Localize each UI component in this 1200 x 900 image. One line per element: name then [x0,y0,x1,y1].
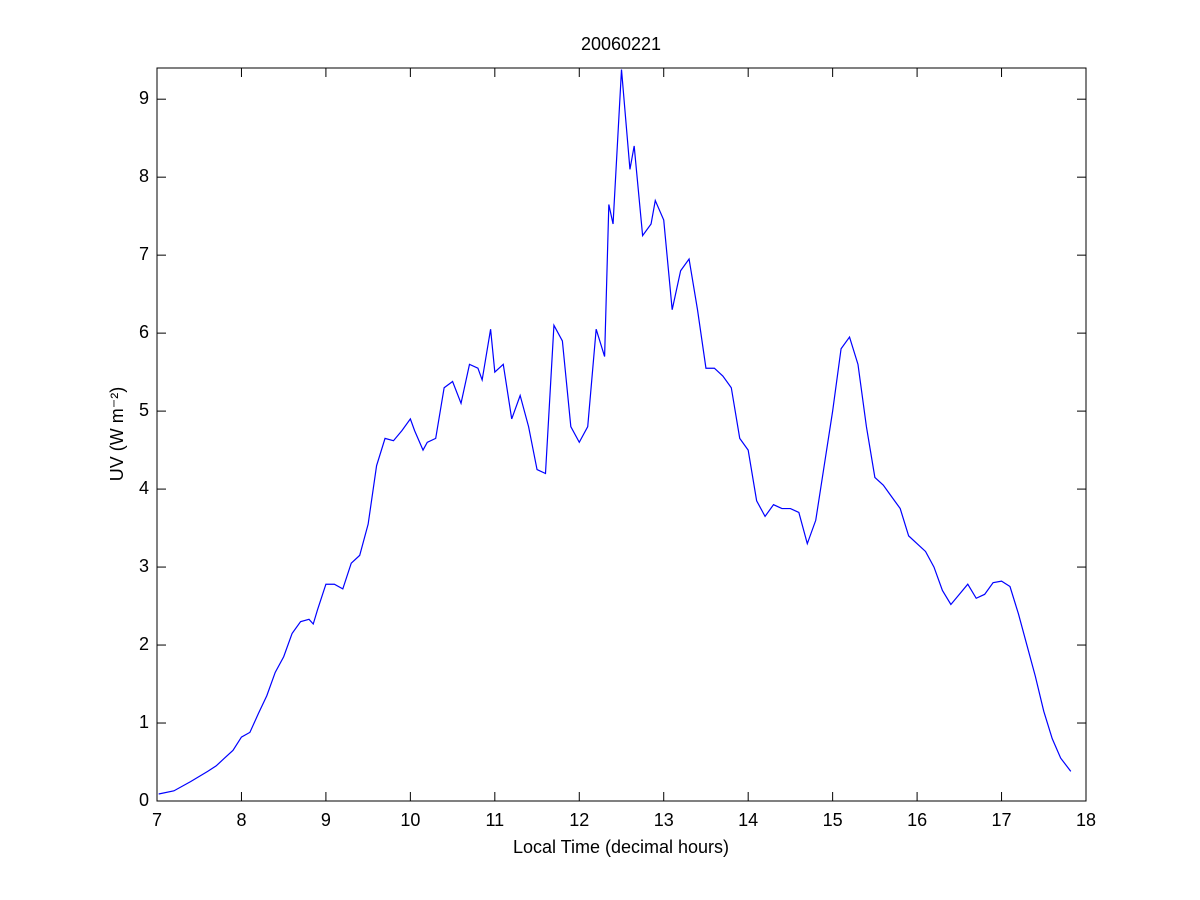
y-tick-label: 0 [139,790,149,810]
y-tick-label: 6 [139,322,149,342]
x-tick-label: 7 [152,810,162,830]
x-tick-label: 9 [321,810,331,830]
y-tick-label: 9 [139,88,149,108]
x-tick-label: 8 [236,810,246,830]
y-tick-label: 5 [139,400,149,420]
data-line [158,69,1072,795]
y-tick-label: 3 [139,556,149,576]
x-tick-label: 15 [823,810,843,830]
y-tick-label: 1 [139,712,149,732]
y-tick-label: 8 [139,166,149,186]
x-tick-label: 12 [569,810,589,830]
x-tick-label: 13 [654,810,674,830]
x-tick-label: 17 [992,810,1012,830]
x-tick-label: 11 [485,810,504,830]
y-tick-label: 7 [139,244,149,264]
y-axis-label: UV (W m⁻²) [107,387,127,481]
x-tick-label: 18 [1076,810,1096,830]
x-axis-label: Local Time (decimal hours) [513,837,729,857]
plot-area [156,67,1087,802]
chart-title: 20060221 [581,34,661,54]
y-tick-label: 4 [139,478,149,498]
x-tick-label: 16 [907,810,927,830]
x-tick-label: 14 [738,810,758,830]
y-tick-label: 2 [139,634,149,654]
x-tick-label: 10 [400,810,420,830]
